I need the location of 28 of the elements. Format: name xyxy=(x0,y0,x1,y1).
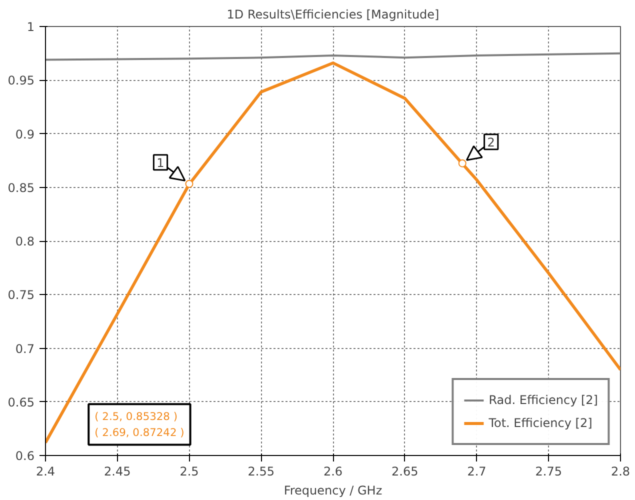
y-tick-label: 0.8 xyxy=(15,234,35,248)
chart-title: 1D Results\Efficiencies [Magnitude] xyxy=(226,8,440,22)
y-tick-label: 0.65 xyxy=(8,395,34,410)
x-tick-label: 2.7 xyxy=(467,464,486,478)
x-axis-title: Frequency / GHz xyxy=(284,484,382,498)
x-tick-label: 2.55 xyxy=(248,464,274,478)
y-tick-label: 0.7 xyxy=(15,342,35,356)
x-tick-label: 2.45 xyxy=(104,464,131,478)
legend-label: Tot. Efficiency [2] xyxy=(488,416,592,430)
annotation: 1 xyxy=(156,156,164,170)
y-tick-label: 0.95 xyxy=(8,74,34,88)
y-tick-label: 0.85 xyxy=(8,180,34,195)
x-tick-label: 2.65 xyxy=(392,464,418,478)
line-series xyxy=(46,52,620,61)
y-tick-label: 0.9 xyxy=(15,127,35,142)
x-tick-label: 2.5 xyxy=(180,464,199,478)
legend-label: Rad. Efficiency [2] xyxy=(488,393,598,407)
y-tick-label: 0.6 xyxy=(15,449,35,463)
x-tick-label: 2.6 xyxy=(323,464,343,478)
annotation: ( 2.5, 0.85328 ) xyxy=(94,410,178,424)
annotation: 2 xyxy=(487,135,495,150)
y-tick-label: 0.75 xyxy=(8,288,34,302)
x-tick-label: 2.4 xyxy=(36,464,56,478)
annotation: ( 2.69, 0.87242 ) xyxy=(94,426,184,439)
x-tick-label: 2.75 xyxy=(535,464,562,478)
line-series xyxy=(46,61,620,444)
x-tick-label: 2.8 xyxy=(610,464,630,478)
y-tick-label: 1 xyxy=(26,20,35,34)
